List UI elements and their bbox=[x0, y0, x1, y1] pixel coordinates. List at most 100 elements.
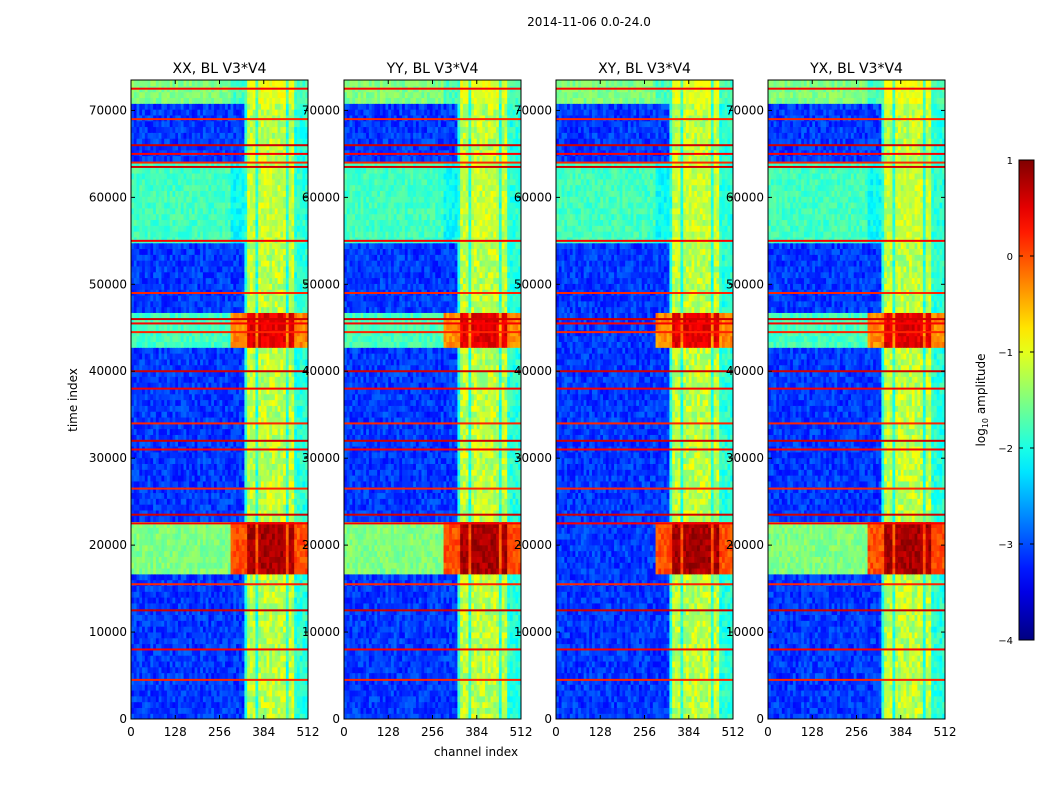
flag-row bbox=[131, 331, 308, 334]
flag-row bbox=[556, 487, 733, 490]
x-tick-label: 128 bbox=[801, 725, 824, 739]
colorbar-tick-label: −1 bbox=[998, 348, 1013, 359]
flag-row bbox=[556, 165, 733, 168]
x-tick-label: 384 bbox=[889, 725, 912, 739]
y-tick-label: 10000 bbox=[726, 625, 764, 639]
colorbar-label-subscript: 10 bbox=[981, 418, 990, 428]
flag-row bbox=[556, 331, 733, 334]
panel-title: YX, BL V3*V4 bbox=[809, 61, 903, 77]
panel-xy: XY, BL V3*V4 0 128 256 384 512 0 10000 20000 3000… bbox=[514, 61, 745, 739]
flag-row bbox=[344, 144, 521, 147]
y-tick-label: 60000 bbox=[514, 190, 552, 204]
colorbar-tick-label: −4 bbox=[998, 636, 1013, 647]
heatmap-image-xy bbox=[556, 80, 733, 719]
flag-row bbox=[768, 322, 945, 325]
figure-suptitle: 2014-11-06 0.0-24.0 bbox=[527, 15, 651, 29]
flag-row bbox=[344, 118, 521, 121]
flag-row bbox=[768, 522, 945, 525]
flag-row bbox=[344, 609, 521, 612]
y-tick-label: 0 bbox=[332, 712, 340, 726]
flag-row bbox=[556, 322, 733, 325]
flag-row bbox=[344, 583, 521, 586]
x-tick-label: 128 bbox=[377, 725, 400, 739]
flag-row bbox=[344, 292, 521, 294]
flag-row bbox=[131, 513, 308, 516]
flag-row bbox=[768, 144, 945, 147]
flag-row bbox=[131, 161, 308, 164]
x-tick-label: 256 bbox=[421, 725, 444, 739]
y-tick-label: 50000 bbox=[726, 277, 764, 291]
y-tick-label: 50000 bbox=[514, 277, 552, 291]
flag-row bbox=[556, 318, 733, 321]
flag-row bbox=[768, 439, 945, 442]
flag-row bbox=[131, 609, 308, 612]
flag-row bbox=[556, 439, 733, 442]
y-tick-label: 0 bbox=[119, 712, 127, 726]
x-tick-label: 512 bbox=[510, 725, 533, 739]
flag-row bbox=[131, 239, 308, 242]
flag-row bbox=[131, 487, 308, 490]
flag-row bbox=[344, 522, 521, 525]
flag-row bbox=[344, 448, 521, 451]
flag-row bbox=[131, 422, 308, 425]
flag-row bbox=[556, 118, 733, 121]
panels: XX, BL V3*V4 0 128 256 384 512 0 10000 20000 3000… bbox=[89, 61, 957, 739]
x-tick-label: 512 bbox=[722, 725, 745, 739]
colorbar-tick-label: 0 bbox=[1007, 252, 1013, 263]
y-tick-label: 40000 bbox=[726, 364, 764, 378]
colorbar-tick-label: 1 bbox=[1007, 156, 1013, 167]
panel-title: YY, BL V3*V4 bbox=[386, 61, 479, 77]
x-tick-label: 256 bbox=[633, 725, 656, 739]
y-tick-label: 0 bbox=[756, 712, 764, 726]
flag-row bbox=[131, 165, 308, 168]
flag-row bbox=[556, 522, 733, 525]
colorbar-ticks: 1 0 −1 −2 −3 −4 bbox=[998, 156, 1034, 647]
y-tick-label: 60000 bbox=[89, 190, 127, 204]
x-tick-label: 0 bbox=[127, 725, 135, 739]
flag-row bbox=[556, 144, 733, 147]
flag-row bbox=[768, 292, 945, 294]
y-tick-label: 20000 bbox=[89, 538, 127, 552]
x-tick-label: 384 bbox=[252, 725, 275, 739]
y-tick-label: 20000 bbox=[302, 538, 340, 552]
flag-row bbox=[768, 165, 945, 168]
flag-row bbox=[556, 448, 733, 451]
y-tick-label: 70000 bbox=[89, 103, 127, 117]
panel-yx: YX, BL V3*V4 0 128 256 384 512 0 10000 20000 3000… bbox=[726, 61, 957, 739]
panel-xx: XX, BL V3*V4 0 128 256 384 512 0 10000 20000 3000… bbox=[89, 61, 320, 739]
y-tick-label: 70000 bbox=[302, 103, 340, 117]
flag-row bbox=[556, 648, 733, 651]
heatmap-image-yx bbox=[768, 80, 945, 719]
y-tick-label: 60000 bbox=[302, 190, 340, 204]
y-tick-label: 20000 bbox=[514, 538, 552, 552]
flag-row bbox=[344, 387, 521, 390]
flag-row bbox=[344, 370, 521, 373]
x-axis-label: channel index bbox=[434, 745, 518, 759]
flag-row bbox=[768, 239, 945, 242]
flag-row bbox=[556, 678, 733, 681]
flag-row bbox=[768, 648, 945, 651]
flag-row bbox=[556, 387, 733, 390]
flag-row bbox=[556, 422, 733, 425]
flag-row bbox=[556, 370, 733, 373]
flag-row bbox=[768, 678, 945, 681]
heatmap-image-xx bbox=[131, 80, 308, 719]
flag-row bbox=[344, 152, 521, 155]
x-tick-label: 512 bbox=[934, 725, 957, 739]
y-tick-label: 40000 bbox=[514, 364, 552, 378]
flag-row bbox=[768, 152, 945, 155]
y-tick-label: 10000 bbox=[302, 625, 340, 639]
flag-row bbox=[344, 322, 521, 325]
flag-row bbox=[344, 487, 521, 490]
y-tick-label: 50000 bbox=[302, 277, 340, 291]
flag-row bbox=[556, 583, 733, 586]
flag-row bbox=[556, 161, 733, 164]
x-tick-label: 384 bbox=[677, 725, 700, 739]
x-tick-label: 0 bbox=[340, 725, 348, 739]
flag-row bbox=[131, 448, 308, 451]
y-tick-label: 30000 bbox=[726, 451, 764, 465]
y-tick-label: 10000 bbox=[89, 625, 127, 639]
flag-row bbox=[131, 648, 308, 651]
x-tick-label: 384 bbox=[465, 725, 488, 739]
